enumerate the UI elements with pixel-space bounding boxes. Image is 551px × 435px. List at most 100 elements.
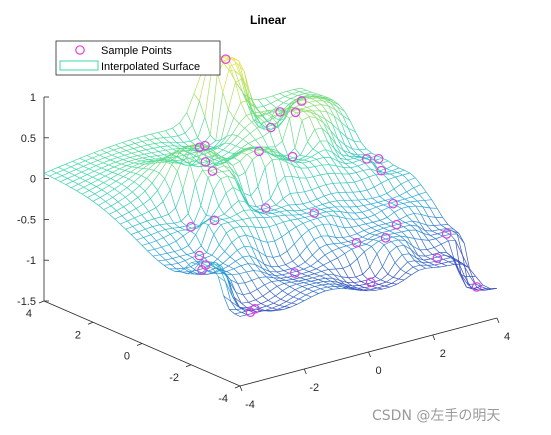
surface-mesh-line bbox=[238, 200, 245, 211]
surface-mesh-line bbox=[206, 234, 215, 253]
surface-mesh-line bbox=[335, 144, 342, 155]
surface-mesh-line bbox=[307, 166, 316, 169]
surface-mesh-line bbox=[229, 70, 238, 84]
surface-mesh-line bbox=[151, 151, 159, 154]
surface-mesh-line bbox=[326, 140, 335, 149]
surface-mesh-line bbox=[119, 192, 126, 198]
sample-point-marker bbox=[220, 54, 231, 64]
surface-mesh-line bbox=[358, 246, 365, 253]
surface-mesh-line bbox=[112, 192, 121, 198]
surface-mesh-line bbox=[321, 284, 328, 288]
surface-mesh-line bbox=[342, 150, 349, 157]
surface-mesh-line bbox=[352, 148, 360, 151]
surface-mesh-line bbox=[85, 157, 93, 162]
surface-mesh-line bbox=[303, 268, 310, 272]
surface-mesh-line bbox=[410, 201, 416, 207]
surface-mesh-line bbox=[135, 141, 143, 144]
surface-mesh-line bbox=[401, 208, 408, 216]
surface-mesh-line bbox=[344, 227, 351, 237]
surface-mesh-line bbox=[401, 229, 409, 233]
surface-mesh-line bbox=[175, 207, 182, 222]
surface-mesh-line bbox=[398, 167, 405, 171]
surface-mesh-line bbox=[183, 154, 190, 159]
surface-mesh-line bbox=[286, 89, 294, 92]
surface-mesh-line bbox=[328, 269, 335, 276]
surface-mesh-line bbox=[365, 239, 374, 245]
surface-mesh-line bbox=[361, 176, 369, 181]
surface-mesh-line bbox=[155, 207, 162, 218]
surface-mesh-line bbox=[370, 201, 379, 205]
surface-mesh-line bbox=[103, 162, 109, 166]
surface-mesh-line bbox=[126, 181, 135, 188]
surface-mesh-line bbox=[417, 225, 426, 231]
surface-mesh-line bbox=[231, 242, 238, 251]
surface-mesh-line bbox=[451, 230, 458, 235]
surface-mesh-line bbox=[339, 182, 346, 193]
surface-mesh-line bbox=[108, 180, 117, 186]
surface-mesh-line bbox=[233, 102, 242, 119]
surface-mesh-line bbox=[232, 161, 241, 166]
surface-mesh-line bbox=[110, 159, 116, 163]
surface-mesh-line bbox=[211, 155, 218, 169]
surface-mesh-line bbox=[212, 150, 221, 157]
surface-mesh-line bbox=[357, 251, 365, 259]
surface-mesh-line bbox=[242, 255, 250, 258]
sample-point-marker bbox=[287, 151, 298, 162]
surface-mesh-line bbox=[341, 206, 348, 213]
surface-mesh-line bbox=[108, 161, 116, 166]
surface-mesh-line bbox=[372, 220, 381, 223]
surface-mesh-line bbox=[215, 92, 224, 141]
surface-mesh-line bbox=[271, 304, 280, 309]
surface-mesh-line bbox=[390, 202, 397, 206]
surface-mesh-line bbox=[315, 95, 322, 98]
surface-mesh-line bbox=[158, 151, 165, 155]
surface-mesh-line bbox=[69, 169, 77, 173]
surface-mesh-line bbox=[289, 118, 296, 149]
surface-mesh-line bbox=[299, 89, 307, 93]
z-tick-label: -1 bbox=[26, 255, 36, 267]
surface-mesh-line bbox=[120, 145, 129, 149]
surface-mesh-line bbox=[444, 230, 452, 233]
surface-mesh-line bbox=[87, 170, 95, 175]
surface-mesh-line bbox=[291, 176, 298, 193]
surface-mesh-line bbox=[88, 165, 97, 170]
surface-mesh-line bbox=[194, 273, 200, 275]
surface-mesh-line bbox=[242, 217, 250, 220]
surface-mesh-line bbox=[439, 228, 447, 231]
surface-mesh-line bbox=[280, 276, 288, 279]
surface-mesh-line bbox=[289, 304, 298, 308]
surface-mesh-line bbox=[134, 217, 141, 224]
surface-mesh-line bbox=[404, 198, 411, 203]
surface-mesh-line bbox=[281, 204, 289, 208]
surface-mesh-line bbox=[113, 163, 122, 168]
surface-mesh-line bbox=[406, 187, 414, 193]
surface-mesh-line bbox=[167, 145, 174, 150]
surface-mesh-line bbox=[279, 255, 286, 265]
surface-mesh-line bbox=[410, 224, 418, 227]
surface-mesh-line bbox=[486, 288, 492, 290]
surface-mesh-line bbox=[180, 163, 186, 166]
surface-mesh-line bbox=[193, 252, 200, 256]
surface-mesh-line bbox=[469, 276, 478, 288]
surface-mesh-line bbox=[288, 102, 295, 105]
surface-mesh-line bbox=[133, 175, 142, 183]
surface-mesh-line bbox=[343, 285, 349, 289]
surface-mesh-line bbox=[382, 174, 389, 180]
surface-mesh-line bbox=[333, 115, 340, 132]
surface-mesh-line bbox=[162, 201, 169, 215]
surface-mesh-line bbox=[274, 110, 282, 118]
surface-mesh-line bbox=[281, 274, 288, 278]
surface-mesh-line bbox=[356, 258, 364, 275]
surface-mesh-line bbox=[403, 274, 412, 281]
surface-mesh-line bbox=[225, 160, 232, 169]
y-tick-label: 2 bbox=[75, 329, 81, 341]
surface-mesh-line bbox=[400, 235, 408, 238]
surface-mesh-line bbox=[183, 140, 191, 143]
surface-mesh-line bbox=[334, 173, 341, 184]
surface-mesh-line bbox=[405, 266, 414, 273]
surface-mesh-line bbox=[451, 256, 458, 261]
surface-mesh-line bbox=[181, 145, 188, 150]
surface-mesh-line bbox=[350, 286, 357, 290]
surface-mesh-line bbox=[352, 285, 358, 289]
surface-mesh-line bbox=[169, 190, 176, 209]
